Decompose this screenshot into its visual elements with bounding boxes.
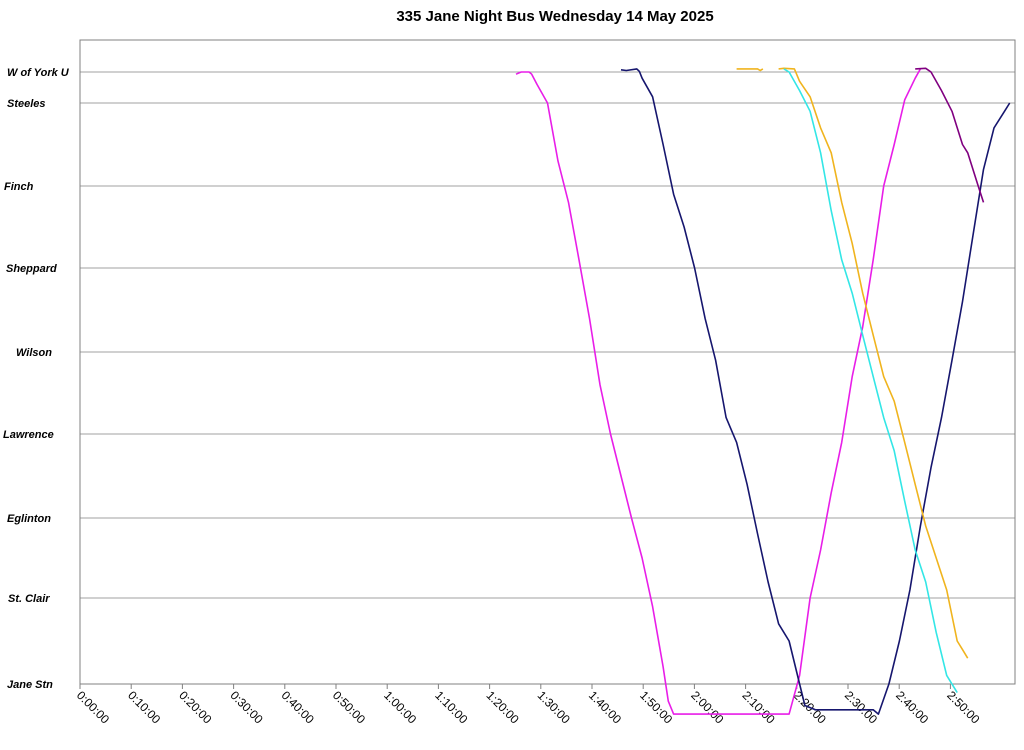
x-tick-label: 2:40:00: [893, 688, 931, 726]
stop-label: Jane Stn: [7, 679, 53, 691]
trip-line-2: [736, 68, 764, 72]
stop-label: Wilson: [16, 347, 52, 359]
x-tick-label: 2:50:00: [944, 688, 982, 726]
stop-labels: W of York U Steeles Finch Sheppard Wilson Law…: [3, 67, 70, 691]
stop-label: Finch: [4, 181, 34, 193]
x-tick-label: 1:50:00: [637, 688, 675, 726]
x-tick-label: 0:40:00: [279, 688, 317, 726]
trip-line-4: [783, 68, 958, 694]
x-tick-label: 1:30:00: [535, 688, 573, 726]
stop-label: Eglinton: [7, 513, 51, 525]
stop-label: Sheppard: [6, 263, 57, 275]
x-tick-label: 1:40:00: [586, 688, 624, 726]
x-tick-label: 0:10:00: [125, 688, 163, 726]
x-tick-label: 2:00:00: [688, 688, 726, 726]
trip-lines: [515, 67, 1011, 715]
x-tick-label: 0:50:00: [330, 688, 368, 726]
trip-line-0: [515, 68, 922, 715]
stop-label: St. Clair: [8, 593, 50, 605]
x-tick-label: 0:30:00: [227, 688, 265, 726]
x-tick-label: 0:20:00: [176, 688, 214, 726]
stop-label: Lawrence: [3, 429, 54, 441]
stop-label: Steeles: [7, 98, 46, 110]
chart-title: 335 Jane Night Bus Wednesday 14 May 2025: [396, 8, 714, 25]
stop-label: W of York U: [7, 67, 70, 79]
plot-area: [79, 39, 1016, 685]
trip-line-3: [778, 67, 969, 659]
trip-line-1: [620, 68, 1011, 715]
x-tick-labels: 0:00:00 0:10:00 0:20:00 0:30:00 0:40:00 0:50:…: [74, 688, 983, 726]
x-tick-label: 0:00:00: [74, 688, 112, 726]
x-tick-marks: [79, 684, 951, 689]
x-tick-label: 2:10:00: [739, 688, 777, 726]
x-tick-label: 1:00:00: [381, 688, 419, 726]
x-tick-label: 2:30:00: [842, 688, 880, 726]
x-tick-label: 1:20:00: [483, 688, 521, 726]
trip-line-5: [915, 67, 985, 203]
x-tick-label: 1:10:00: [432, 688, 470, 726]
